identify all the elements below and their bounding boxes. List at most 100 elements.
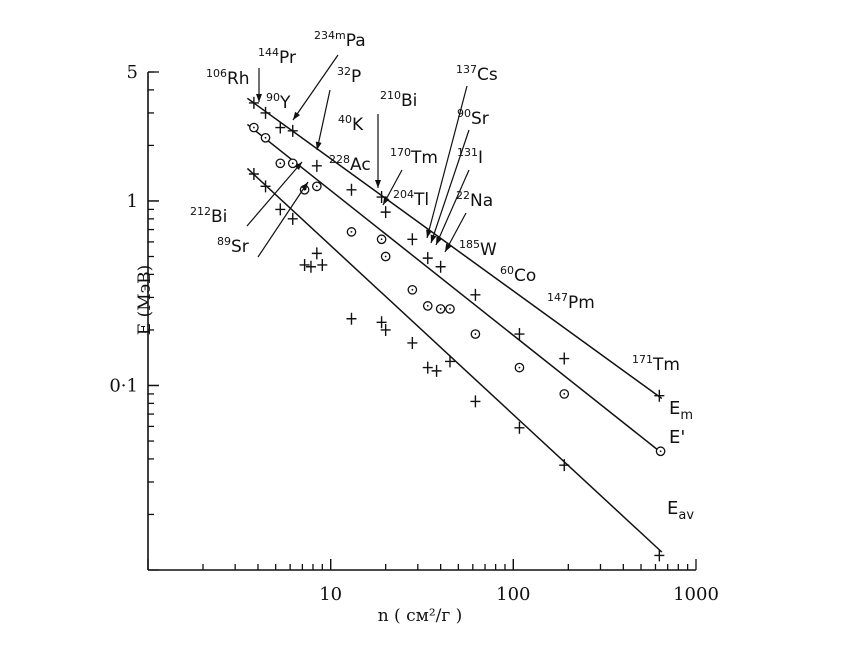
point-circle [346,227,357,237]
point-plus [431,364,442,377]
point-plus [260,106,271,119]
isotope-mass: 131 [457,146,478,159]
isotope-symbol: Pm [568,293,595,313]
point-dot [291,162,294,165]
isotope-mass: 89 [217,235,231,248]
point-circle [275,158,286,169]
isotope-symbol: Tm [410,148,438,168]
point-dot [279,162,282,165]
point-plus [311,159,322,172]
arrow-head [426,229,432,238]
point-circle [260,132,271,143]
isotope-label: 22Na [456,189,493,211]
axes [147,72,696,571]
point-circle [311,181,322,192]
isotope-symbol: Rh [227,69,250,89]
isotope-mass: 90 [457,107,471,120]
point-plus [422,252,433,265]
leader-line [246,161,303,227]
arrow-head [436,236,442,245]
point-circle [407,284,418,295]
isotope-label: 144Pr [258,46,296,68]
point-dot [380,238,383,241]
isotope-label: 90Y [266,91,291,113]
isotope-label: 204Tl [393,188,429,210]
leader-line [426,85,468,239]
point-dot [474,333,477,335]
point-plus [380,206,391,219]
isotope-mass: 137 [456,63,477,76]
leader-line [292,54,339,121]
isotope-label: 147Pm [547,291,595,313]
point-plus [275,203,286,216]
point-plus [407,233,418,246]
point-dot [659,450,662,453]
isotope-mass: 60 [500,264,514,277]
point-plus [654,549,665,562]
isotope-mass: 32 [337,65,351,78]
isotope-mass: 228 [329,153,350,166]
isotope-symbol: Bi [211,207,227,227]
point-dot [518,366,521,369]
isotope-mass: 22 [456,189,470,202]
point-dot [563,393,566,395]
isotope-mass: 40 [338,113,352,126]
point-plus [248,96,259,109]
isotope-mass: 171 [632,353,653,366]
arrow-head [430,234,437,243]
arrow-head [445,243,452,252]
point-dot [315,185,318,188]
isotope-label: 170Tm [390,146,438,168]
curve-label-sub: m [680,408,693,423]
point-circle [287,158,298,169]
arrow-head [301,182,308,191]
arrow-head [256,94,262,102]
point-plus [275,121,286,134]
point-dot [426,304,429,307]
x-tick-label: 10 [319,584,342,605]
x-tick-label: 100 [496,584,530,605]
arrow-head [294,162,302,171]
isotope-symbol: Cs [477,65,498,85]
point-plus [287,212,298,225]
data-points [248,96,666,562]
isotope-symbol: I [478,148,483,168]
curve-label: Em [669,398,693,423]
point-circle [422,301,433,311]
isotope-label: 228Ac [329,153,371,175]
point-plus [260,180,271,193]
leader-line [430,129,470,244]
point-plus [435,260,446,273]
x-axis-label: n ( см²/г ) [378,606,463,626]
isotope-mass: 147 [547,291,568,304]
point-circle [380,251,391,262]
isotope-symbol: W [480,240,497,260]
leader-line [435,169,470,246]
point-plus [654,389,665,402]
point-plus [287,124,298,137]
point-circle [376,234,387,245]
isotope-symbol: Ac [350,155,371,175]
curve-label-main: E' [669,427,685,448]
arrow-head [375,180,381,188]
curve-label-main: E [669,398,680,419]
y-axis-label: E (МэВ) [135,265,155,336]
point-dot [264,136,267,139]
fit-line-2 [246,167,663,553]
isotope-mass: 144 [258,46,279,59]
y-tick-label: 0·1 [109,375,138,396]
point-plus [444,355,455,368]
isotope-symbol: Sr [471,109,489,129]
point-circle [445,304,455,314]
isotope-label: 212Bi [190,205,227,227]
isotope-mass: 212 [190,205,211,218]
point-dot [439,308,442,310]
point-plus [470,288,481,301]
isotope-label: 106Rh [206,67,250,89]
isotope-mass: 234m [314,29,346,42]
fit-line-1 [246,123,663,454]
x-tick-label: 1000 [673,584,719,605]
point-plus [346,312,357,325]
arrow-head [293,111,301,120]
